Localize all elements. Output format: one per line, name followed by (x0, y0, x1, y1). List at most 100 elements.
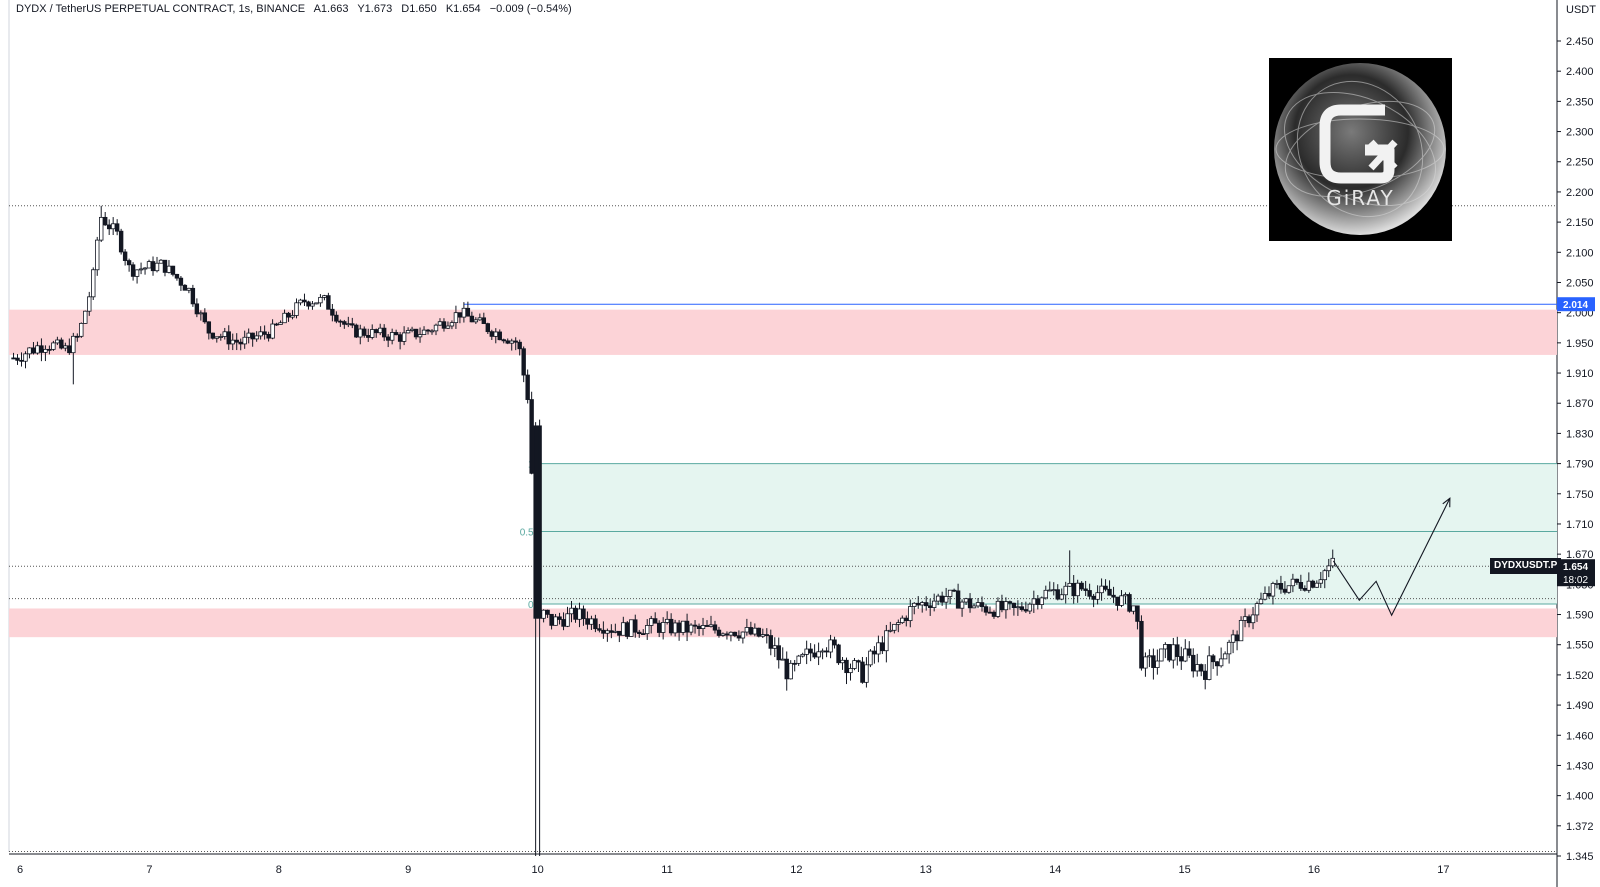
candle-up (1043, 589, 1048, 599)
candle-down (999, 600, 1005, 611)
candle-up (198, 312, 204, 315)
price-axis[interactable]: USDT 2.450 2.400 2.350 2.300 2.250 2.200 2.150 2… (1557, 4, 1596, 863)
candle-down (756, 627, 762, 637)
candle-down (67, 345, 72, 354)
candle-up (1039, 597, 1044, 605)
candle-down (844, 659, 849, 674)
candle-up (888, 629, 893, 632)
candle-down (1115, 596, 1120, 606)
candle-down (927, 605, 933, 608)
candle-down (1139, 620, 1144, 669)
candle-up (816, 651, 821, 658)
candle-up (720, 633, 726, 636)
candle-down (939, 595, 945, 603)
candle-down (537, 425, 542, 619)
candle-down (776, 645, 781, 661)
price-tick-label: 2.300 (1566, 127, 1594, 139)
candle-down (75, 335, 80, 338)
candle-down (652, 618, 658, 624)
candle-down (338, 320, 343, 323)
candle-down (513, 340, 518, 343)
candle-down (226, 331, 231, 345)
time-tick-label: 6 (17, 864, 23, 876)
candle-down (122, 251, 128, 261)
candle-down (162, 259, 168, 273)
candle-down (955, 590, 961, 609)
candle-up (621, 622, 626, 636)
candle-up (1254, 603, 1260, 616)
candle-up (649, 618, 654, 626)
candle-down (712, 624, 718, 631)
resistance-zones (9, 309, 1557, 638)
candle-down (521, 348, 526, 376)
candle-down (190, 287, 196, 305)
price-tick-label: 1.430 (1566, 760, 1594, 772)
candle-down (1266, 593, 1272, 597)
candle-down (1111, 594, 1116, 598)
candle-up (1143, 656, 1148, 669)
time-tick-label: 17 (1437, 864, 1449, 876)
candle-down (967, 598, 973, 609)
candle-down (1294, 578, 1300, 583)
current-price-badge (1557, 559, 1595, 587)
candle-down (684, 620, 690, 633)
price-tick-label: 1.670 (1566, 549, 1594, 561)
candle-up (294, 302, 299, 316)
candle-up (935, 595, 941, 602)
projection-path[interactable] (1332, 497, 1451, 617)
candle-up (1003, 601, 1009, 611)
candle-up (1015, 606, 1021, 609)
candle-down (593, 618, 598, 630)
candle-up (780, 658, 785, 661)
candle-down (1055, 589, 1060, 600)
candle-up (744, 627, 750, 633)
candle-down (625, 622, 630, 637)
price-tick-label: 1.910 (1566, 368, 1594, 380)
candle-down (15, 357, 20, 361)
price-axis-unit: USDT (1566, 4, 1596, 16)
ohlc-change: −0.009 (−0.54%) (489, 3, 572, 15)
candle-up (71, 335, 76, 354)
price-tick-label: 2.400 (1566, 66, 1594, 78)
candle-up (186, 287, 192, 291)
candle-up (1123, 594, 1128, 597)
candle-up (943, 596, 949, 603)
candle-down (529, 399, 534, 474)
candle-up (1326, 565, 1331, 572)
candle-up (947, 589, 953, 597)
candle-up (87, 296, 92, 312)
time-axis[interactable]: 6 7 8 9 10 11 12 13 14 15 16 17 (17, 864, 1450, 876)
candle-down (1135, 605, 1140, 622)
candle-up (270, 323, 275, 339)
candle-up (429, 330, 435, 333)
candle-up (804, 648, 809, 655)
candle-down (557, 616, 562, 620)
candle-up (218, 336, 223, 338)
candle-down (1107, 588, 1112, 596)
candle-up (613, 630, 618, 633)
fib-retracement[interactable]: 10.50 (520, 460, 1557, 611)
candle-up (892, 623, 897, 631)
candle-down (549, 613, 554, 626)
candle-down (413, 328, 419, 338)
candle-up (214, 336, 219, 339)
candle-down (326, 295, 331, 310)
candle-up (346, 323, 351, 326)
symbol-title[interactable]: DYDX / TetherUS PERPETUAL CONTRACT, 1s, … (16, 3, 306, 15)
candle-down (210, 332, 216, 339)
candle-down (469, 315, 475, 323)
candle-up (1119, 595, 1124, 606)
time-tick-label: 12 (790, 864, 802, 876)
candle-up (318, 296, 323, 304)
high-price-label: 2.014 (1563, 300, 1588, 311)
candle-up (920, 602, 925, 606)
candle-down (533, 425, 538, 619)
candle-down (1071, 582, 1076, 597)
candle-up (254, 335, 259, 340)
candle-down (274, 323, 279, 326)
price-tick-label: 1.372 (1566, 821, 1594, 833)
candle-down (696, 625, 702, 629)
candle-down (441, 321, 447, 329)
candle-up (589, 618, 594, 625)
